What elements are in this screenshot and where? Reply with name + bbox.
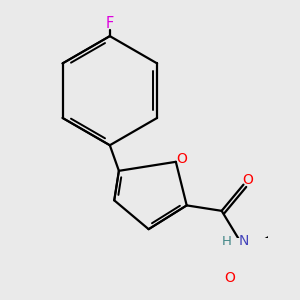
Text: F: F <box>106 16 114 31</box>
Text: H: H <box>222 235 232 248</box>
Text: O: O <box>242 173 253 187</box>
Text: N: N <box>238 234 249 248</box>
Text: O: O <box>176 152 187 166</box>
Text: N: N <box>293 299 300 300</box>
Text: O: O <box>224 271 235 285</box>
